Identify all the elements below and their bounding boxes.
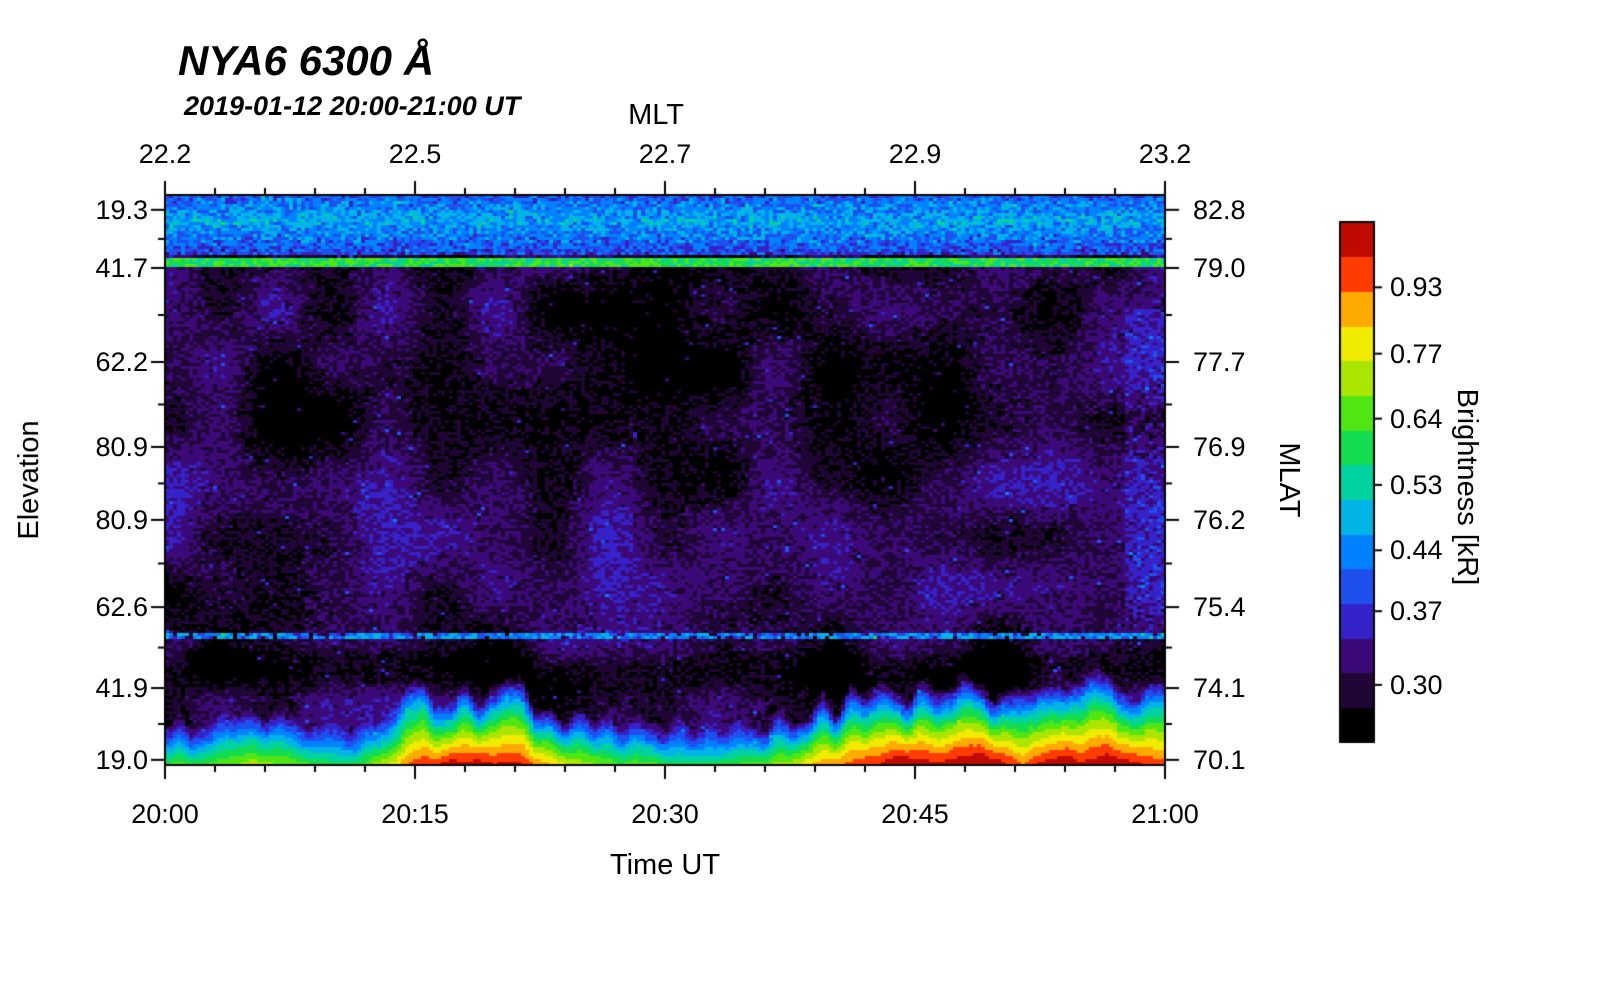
x-axis-title: Time UT <box>609 849 721 881</box>
top-axis-tick-label: 22.2 <box>138 139 192 169</box>
left-axis-tick-label: 80.9 <box>95 504 148 535</box>
top-axis-title: MLT <box>628 99 684 131</box>
colorbar-tick-label: 0.37 <box>1390 596 1443 627</box>
left-axis-tick-label: 41.7 <box>95 252 148 283</box>
top-axis-tick-label: 22.7 <box>638 139 692 169</box>
right-axis-tick-label: 76.2 <box>1193 504 1246 535</box>
colorbar-tick-label: 0.53 <box>1390 469 1443 500</box>
colorbar-tick-label: 0.93 <box>1390 272 1443 303</box>
left-axis-tick-label: 62.2 <box>95 347 148 377</box>
left-axis-tick-label: 19.0 <box>95 744 148 775</box>
right-axis-tick-label: 77.7 <box>1193 347 1246 377</box>
x-axis-tick-label: 20:00 <box>131 799 199 829</box>
colorbar-tick-label: 0.64 <box>1390 403 1443 434</box>
x-axis-tick-label: 20:30 <box>631 799 699 829</box>
top-axis-tick-label: 22.5 <box>388 139 442 169</box>
top-axis-tick-label: 22.9 <box>888 139 942 169</box>
colorbar-tick-label: 0.30 <box>1390 669 1443 700</box>
right-axis-title: MLAT <box>1272 442 1305 518</box>
x-axis-tick-label: 21:00 <box>1131 799 1199 829</box>
top-axis-tick-label: 23.2 <box>1138 139 1192 169</box>
plot-title: NYA6 6300 Å <box>178 37 435 84</box>
colorbar-title: Brightness [kR] <box>1450 388 1483 586</box>
right-axis-tick-label: 82.8 <box>1193 194 1246 225</box>
colorbar-tick-label: 0.77 <box>1390 338 1443 369</box>
x-axis-tick-label: 20:15 <box>381 799 449 829</box>
x-axis-tick-label: 20:45 <box>881 799 949 829</box>
colorbar-tick-label: 0.44 <box>1390 535 1443 566</box>
left-axis-tick-label: 62.6 <box>95 592 148 623</box>
right-axis-tick-label: 76.9 <box>1193 431 1246 462</box>
right-axis-tick-label: 74.1 <box>1193 673 1246 704</box>
right-axis-tick-label: 79.0 <box>1193 252 1246 283</box>
left-axis-tick-label: 80.9 <box>95 431 148 462</box>
right-axis-tick-label: 70.1 <box>1193 744 1246 775</box>
plot-subtitle: 2019-01-12 20:00-21:00 UT <box>184 91 521 121</box>
right-axis-tick-label: 75.4 <box>1193 592 1246 623</box>
left-axis-tick-label: 41.9 <box>95 673 148 704</box>
left-axis-tick-label: 19.3 <box>95 194 148 225</box>
